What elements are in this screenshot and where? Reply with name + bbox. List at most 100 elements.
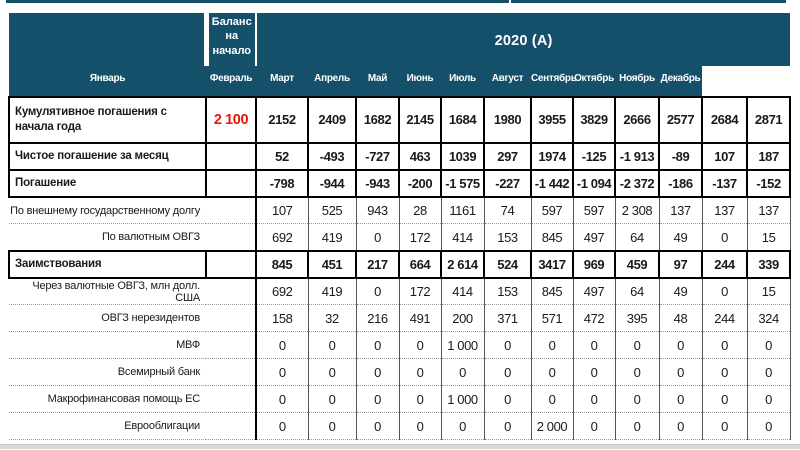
value-cell: -1 442 [530, 168, 574, 198]
value-cell: 3829 [572, 95, 616, 144]
cropped-row-divider [509, 0, 511, 3]
table-header-row-top: Баланс на начало 2020 (А) [9, 13, 791, 66]
row-label: Еврооблигации [9, 412, 206, 441]
month-header: Июнь [399, 65, 441, 97]
value-cell: 597 [572, 196, 616, 225]
year-header: 2020 (А) [256, 13, 791, 66]
value-cell: 153 [483, 223, 532, 252]
balance-cell [205, 141, 257, 171]
value-cell: 0 [483, 385, 532, 414]
value-cell: -89 [658, 141, 703, 171]
table-row: Еврооблигации 0 0 0 0 0 0 2 000 0 0 0 0 0 [9, 412, 791, 441]
value-cell: 49 [658, 277, 703, 306]
value-cell: 0 [255, 412, 309, 441]
value-cell: 0 [701, 331, 748, 360]
value-cell: 414 [440, 223, 485, 252]
table-row: ОВГЗ нерезидентов 158 32 216 491 200 371 571 472… [9, 304, 791, 333]
balance-column-header: Баланс на начало [203, 13, 257, 66]
value-cell: 1 000 [440, 385, 485, 414]
row-label: Всемирный банк [9, 358, 206, 387]
value-cell: 0 [355, 358, 400, 387]
value-cell: 187 [745, 141, 792, 171]
value-cell: 137 [746, 196, 791, 225]
value-cell: 244 [701, 304, 748, 333]
value-cell: -137 [701, 168, 748, 198]
table-row: Всемирный банк 0 0 0 0 0 0 0 0 0 0 0 0 [9, 358, 791, 387]
value-cell: 571 [530, 304, 574, 333]
value-cell: 0 [572, 385, 616, 414]
value-cell: 1039 [440, 141, 485, 171]
value-cell: 107 [701, 141, 748, 171]
balance-cell [206, 385, 257, 414]
table-row: Заимствования 845 451 217 664 2 614 524 3417 969… [8, 249, 792, 279]
value-cell: 2577 [658, 95, 703, 144]
value-cell: 0 [307, 412, 357, 441]
value-cell: 943 [355, 196, 400, 225]
balance-cell [206, 196, 257, 225]
value-cell: 0 [355, 277, 400, 306]
value-cell: 395 [614, 304, 660, 333]
value-cell: 1 000 [440, 331, 485, 360]
value-cell: 32 [307, 304, 357, 333]
month-header: Апрель [308, 65, 356, 97]
value-cell: -186 [658, 168, 703, 198]
value-cell: 172 [398, 277, 442, 306]
value-cell: 0 [483, 358, 532, 387]
value-cell: -798 [255, 168, 309, 198]
value-cell: 1161 [440, 196, 485, 225]
row-label: По внешнему государственному долгу [9, 196, 206, 225]
value-cell: 0 [255, 358, 309, 387]
value-cell: 2 614 [440, 249, 485, 279]
value-cell: 0 [701, 358, 748, 387]
header-corner-cell [9, 13, 209, 66]
value-cell: -943 [355, 168, 400, 198]
value-cell: 339 [745, 249, 792, 279]
value-cell: 664 [398, 249, 442, 279]
value-cell: 153 [483, 277, 532, 306]
balance-cell [206, 277, 257, 306]
value-cell: 2871 [745, 95, 792, 144]
value-cell: 845 [530, 223, 574, 252]
value-cell: 0 [530, 358, 574, 387]
value-cell: 0 [398, 331, 442, 360]
value-cell: 172 [398, 223, 442, 252]
value-cell: 2 000 [530, 412, 574, 441]
row-label: Кумулятивное погашения с начала года [8, 95, 207, 144]
value-cell: -727 [355, 141, 400, 171]
value-cell: 0 [614, 331, 660, 360]
value-cell: 0 [398, 385, 442, 414]
value-cell: 0 [440, 358, 485, 387]
value-cell: 28 [398, 196, 442, 225]
table-row: МВФ 0 0 0 0 1 000 0 0 0 0 0 0 0 [9, 331, 791, 360]
value-cell: 200 [440, 304, 485, 333]
value-cell: -493 [307, 141, 357, 171]
month-header: Март [256, 65, 308, 97]
value-cell: -125 [572, 141, 616, 171]
value-cell: 107 [255, 196, 309, 225]
month-header: Май [356, 65, 399, 97]
value-cell: 497 [572, 277, 616, 306]
value-cell: 0 [614, 412, 660, 441]
table-row: Чистое погашение за месяц 52 -493 -727 463 10… [8, 141, 792, 171]
value-cell: 0 [572, 412, 616, 441]
value-cell: -944 [307, 168, 357, 198]
value-cell: 0 [355, 331, 400, 360]
value-cell: -2 372 [614, 168, 660, 198]
balance-cell [206, 331, 257, 360]
row-label: По валютным ОВГЗ [9, 223, 206, 252]
value-cell: 0 [572, 331, 616, 360]
month-header: Август [484, 65, 531, 97]
table-body: Кумулятивное погашения с начала года 2 10… [8, 95, 792, 441]
slide-bottom-edge [0, 444, 800, 449]
row-label: МВФ [9, 331, 206, 360]
value-cell: 2 308 [614, 196, 660, 225]
value-cell: 0 [255, 331, 309, 360]
value-cell: 0 [658, 385, 703, 414]
value-cell: 692 [255, 223, 309, 252]
value-cell: 158 [255, 304, 309, 333]
row-label: Макрофинансовая помощь ЕС [9, 385, 206, 414]
value-cell: 0 [483, 331, 532, 360]
value-cell: -152 [745, 168, 792, 198]
value-cell: 0 [307, 385, 357, 414]
